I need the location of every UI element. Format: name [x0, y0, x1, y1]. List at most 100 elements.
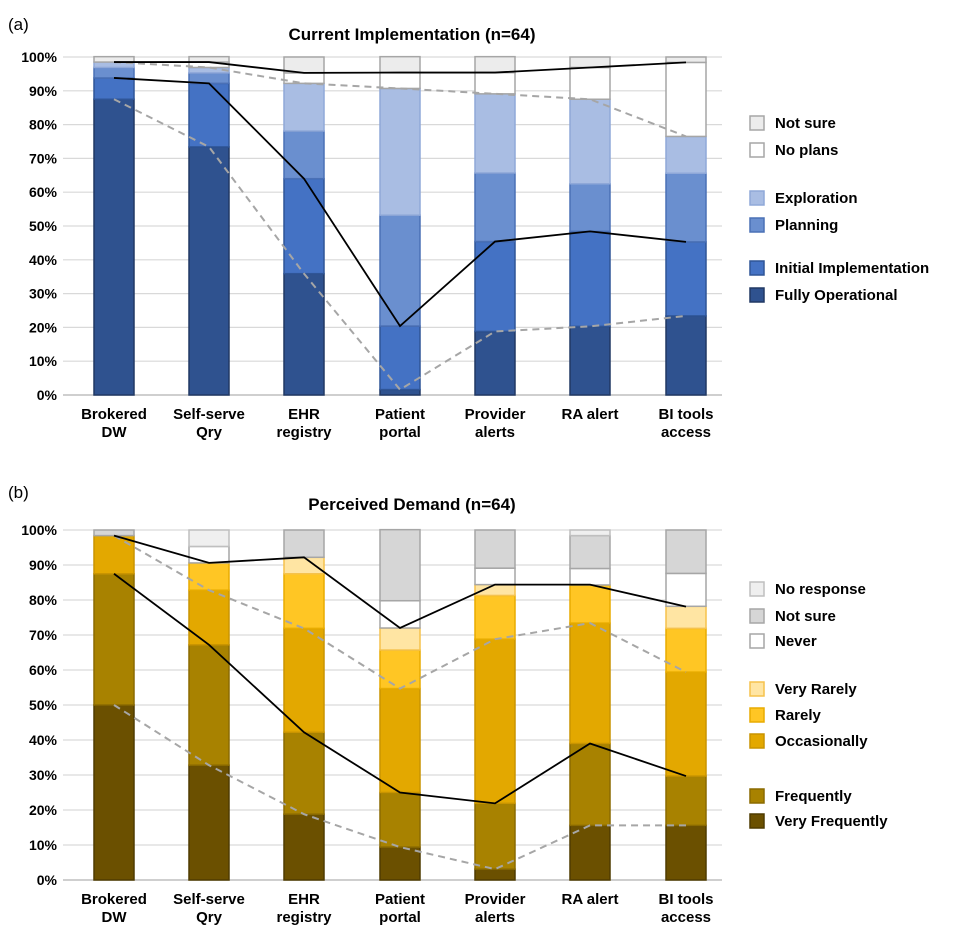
y-tick-label: 60% [29, 184, 58, 200]
bar-segment [188, 764, 230, 881]
chart-title: Perceived Demand (n=64) [308, 495, 515, 514]
legend-swatch [749, 287, 765, 303]
y-tick-label: 70% [29, 150, 58, 166]
y-tick-label: 20% [29, 802, 58, 818]
bar-segment [665, 572, 707, 608]
x-tick-label: portal [379, 424, 421, 441]
legend-swatch [749, 681, 765, 697]
bar-segment [569, 824, 611, 881]
y-tick-label: 100% [21, 522, 57, 538]
bar-segment [379, 791, 421, 848]
chart-panel-b: (b) Perceived Demand (n=64) 0% 10% 20% 30% 40%… [8, 483, 888, 926]
x-tick-label: DW [102, 909, 128, 926]
legend-swatch [749, 788, 765, 804]
bar-segment [665, 56, 707, 64]
legend-label: Never [775, 633, 817, 650]
bar-segment [569, 742, 611, 827]
bar-segment [474, 172, 516, 243]
x-tick-label: Patient [375, 406, 425, 423]
trend-line [113, 534, 687, 630]
y-tick-label: 0% [37, 872, 58, 888]
bar-segment [569, 567, 611, 586]
legend-label: Initial Implementation [775, 260, 929, 277]
bar-segment [474, 594, 516, 640]
bar-segment [665, 627, 707, 673]
bar-segment [283, 813, 325, 881]
legend-swatch [749, 608, 765, 624]
x-tick-label: Qry [196, 424, 223, 441]
bar-stack [665, 56, 707, 396]
trend-line [113, 534, 687, 690]
bar-segment [283, 177, 325, 275]
y-tick-label: 60% [29, 662, 58, 678]
legend-swatch [749, 707, 765, 723]
legend-label: Very Frequently [775, 813, 888, 830]
x-tick-label: DW [102, 424, 128, 441]
bar-segment [283, 556, 325, 575]
bar-segment [379, 55, 421, 74]
bar-segment [474, 71, 516, 95]
bar-segment [188, 562, 230, 591]
bar-stack [283, 529, 325, 881]
x-tick-label: EHR [288, 406, 320, 423]
bar-segment [379, 846, 421, 881]
bar-stack [474, 55, 516, 396]
bar-segment [474, 93, 516, 174]
bar-segment [665, 775, 707, 827]
x-tick-label: registry [276, 424, 332, 441]
bar-segment [569, 622, 611, 745]
bar-segment [283, 272, 325, 396]
x-tick-label: portal [379, 909, 421, 926]
bar-segment [474, 567, 516, 586]
y-tick-label: 80% [29, 592, 58, 608]
bar-segment [379, 649, 421, 690]
legend-swatch [749, 633, 765, 649]
bar-segment [283, 130, 325, 180]
bar-stack [569, 529, 611, 881]
chart-title: Current Implementation (n=64) [288, 25, 535, 44]
bar-stack [188, 55, 230, 396]
bar-stack [188, 529, 230, 881]
bar-segment [474, 638, 516, 805]
y-tick-label: 30% [29, 286, 58, 302]
bar-segment [93, 573, 135, 706]
bar-segment [569, 183, 611, 233]
trend-line [114, 61, 687, 74]
x-tick-label: Provider [465, 406, 526, 423]
legend-label: Very Rarely [775, 681, 857, 698]
x-tick-label: Brokered [81, 406, 147, 423]
x-tick-label: Patient [375, 891, 425, 908]
y-tick-label: 0% [37, 387, 58, 403]
legend-swatch [749, 581, 765, 597]
y-tick-label: 10% [29, 837, 58, 853]
bar-segment [93, 77, 135, 101]
y-tick-label: 10% [29, 353, 58, 369]
bar-segment [379, 87, 421, 216]
trend-line [113, 573, 687, 805]
bar-segment [93, 534, 135, 575]
y-tick-label: 70% [29, 627, 58, 643]
x-tick-label: Provider [465, 891, 526, 908]
legend-label: No plans [775, 142, 838, 159]
y-tick-label: 50% [29, 697, 58, 713]
legend-swatch [749, 142, 765, 158]
trend-line [113, 77, 687, 328]
y-tick-label: 100% [21, 49, 57, 65]
bar-segment [379, 71, 421, 90]
bar-segment [283, 573, 325, 630]
bar-segment [188, 82, 230, 148]
bar-segment [569, 534, 611, 570]
bar-segment [569, 230, 611, 328]
bar-segment [188, 644, 230, 766]
y-tick-label: 90% [29, 83, 58, 99]
x-tick-label: Self-serve [173, 891, 245, 908]
x-tick-label: access [661, 909, 711, 926]
bar-segment [93, 704, 135, 881]
bar-stack [569, 56, 611, 396]
legend-label: Planning [775, 217, 838, 234]
bar-segment [665, 172, 707, 243]
legend-swatch [749, 260, 765, 276]
x-tick-label: BI tools [659, 406, 714, 423]
x-tick-label: Self-serve [173, 406, 245, 423]
bar-segment [188, 545, 230, 564]
